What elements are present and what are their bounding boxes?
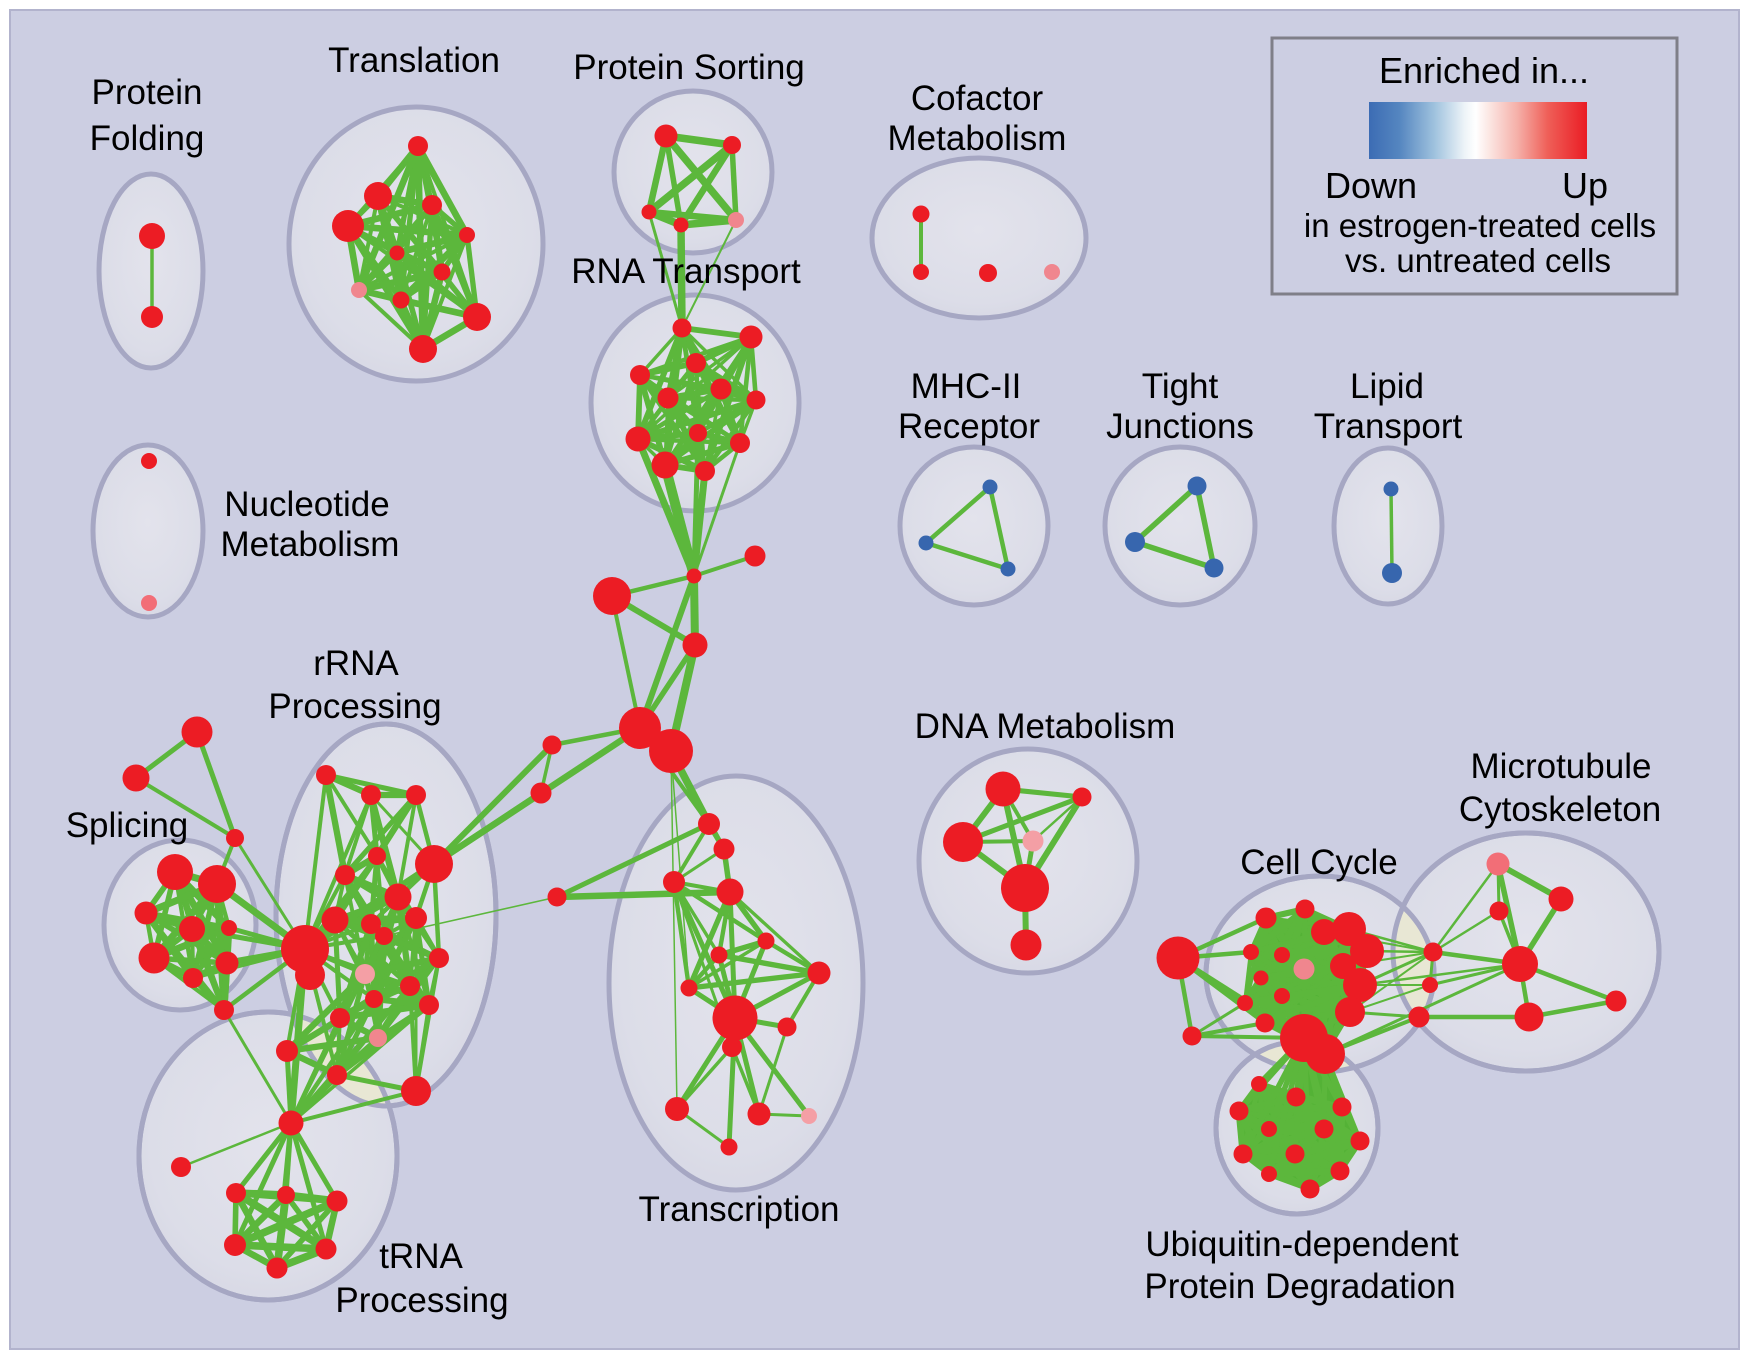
svg-text:Translation: Translation — [328, 41, 500, 80]
svg-text:Ubiquitin-dependent: Ubiquitin-dependent — [1145, 1225, 1459, 1264]
svg-text:Cofactor: Cofactor — [911, 79, 1044, 118]
svg-text:in estrogen-treated cells: in estrogen-treated cells — [1304, 207, 1656, 244]
svg-text:Microtubule: Microtubule — [1471, 747, 1652, 786]
svg-text:tRNA: tRNA — [379, 1237, 463, 1276]
svg-text:Splicing: Splicing — [66, 806, 189, 845]
svg-text:Protein Degradation: Protein Degradation — [1144, 1267, 1455, 1306]
svg-text:Cell Cycle: Cell Cycle — [1240, 843, 1398, 882]
svg-text:Protein: Protein — [92, 73, 203, 112]
svg-text:Processing: Processing — [335, 1281, 508, 1320]
svg-text:Folding: Folding — [90, 119, 205, 158]
svg-text:MHC-II: MHC-II — [911, 367, 1022, 406]
svg-text:Metabolism: Metabolism — [221, 525, 400, 564]
svg-text:rRNA: rRNA — [313, 644, 399, 683]
svg-text:Lipid: Lipid — [1350, 367, 1424, 406]
svg-text:DNA Metabolism: DNA Metabolism — [915, 707, 1176, 746]
svg-text:Junctions: Junctions — [1106, 407, 1254, 446]
svg-text:Tight: Tight — [1142, 367, 1219, 406]
svg-text:Transport: Transport — [1314, 407, 1463, 446]
svg-text:Transcription: Transcription — [639, 1190, 840, 1229]
svg-text:Metabolism: Metabolism — [888, 119, 1067, 158]
svg-text:Nucleotide: Nucleotide — [224, 485, 389, 524]
svg-text:Up: Up — [1562, 165, 1608, 206]
svg-text:Protein Sorting: Protein Sorting — [573, 48, 805, 87]
svg-text:Enriched in...: Enriched in... — [1379, 50, 1589, 91]
svg-text:Receptor: Receptor — [898, 407, 1040, 446]
svg-text:Down: Down — [1325, 165, 1417, 206]
svg-text:vs. untreated cells: vs. untreated cells — [1345, 242, 1611, 279]
svg-text:Processing: Processing — [268, 687, 441, 726]
svg-text:Cytoskeleton: Cytoskeleton — [1459, 790, 1661, 829]
svg-text:RNA Transport: RNA Transport — [571, 252, 801, 291]
